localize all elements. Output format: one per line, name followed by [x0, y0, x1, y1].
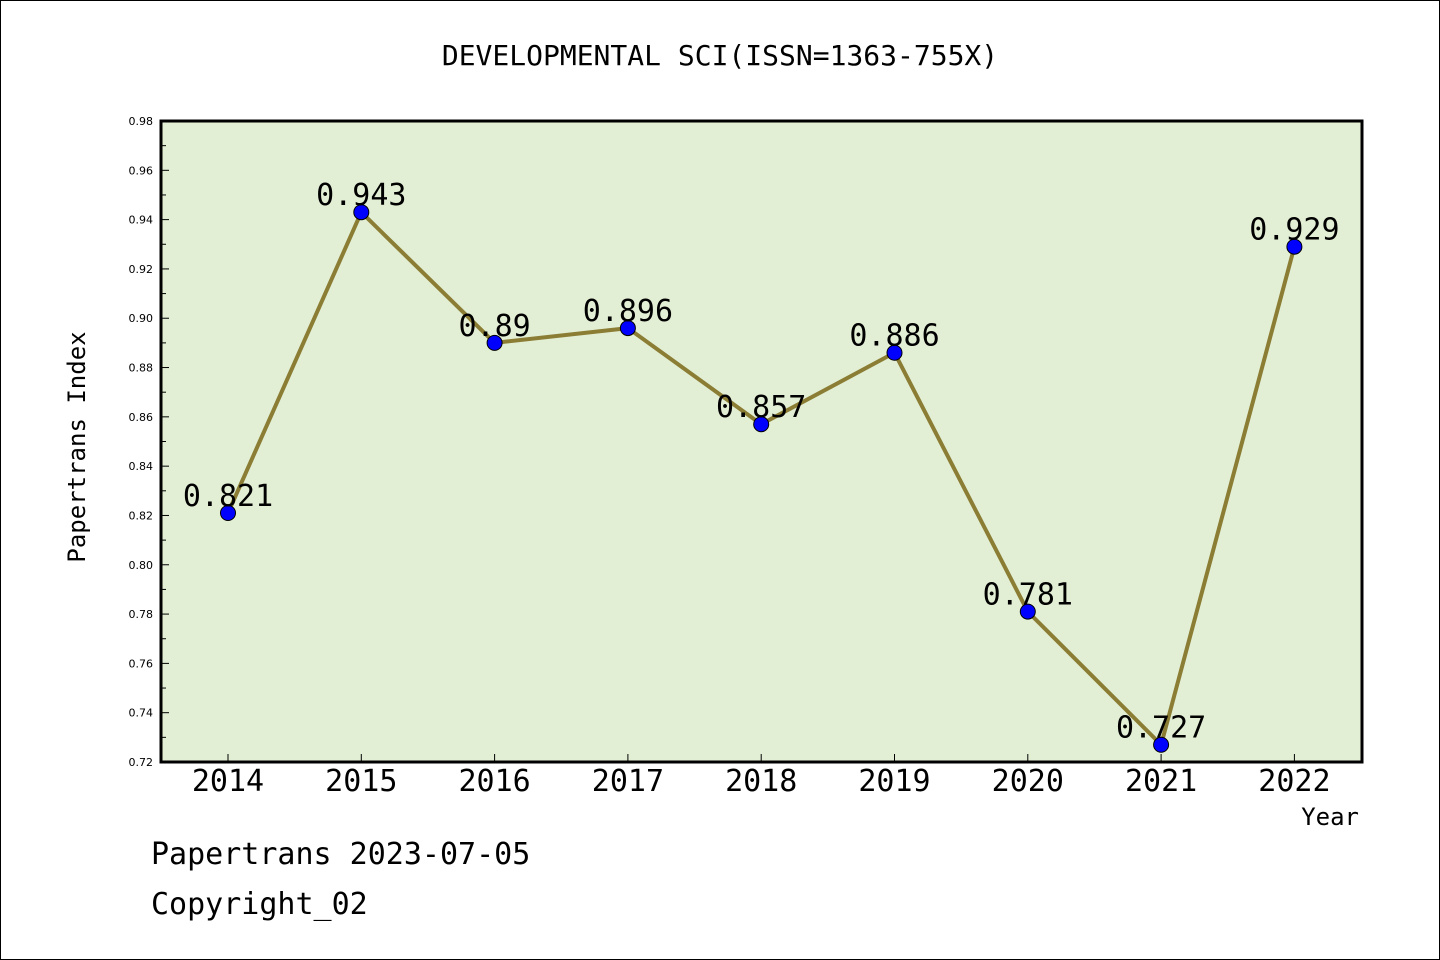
- data-label: 0.727: [1116, 711, 1206, 746]
- data-point: [486, 334, 503, 351]
- y-tick-label: 0.76: [129, 657, 154, 670]
- y-tick-label: 0.90: [129, 312, 154, 325]
- data-point: [1153, 736, 1170, 753]
- y-tick-label: 0.80: [129, 559, 154, 572]
- x-tick-label: 2017: [592, 764, 664, 799]
- x-tick-label: 2021: [1125, 764, 1197, 799]
- data-label: 0.781: [983, 578, 1073, 613]
- x-tick-label: 2022: [1258, 764, 1330, 799]
- x-tick-label: 2018: [725, 764, 797, 799]
- data-point: [353, 204, 370, 221]
- data-point: [220, 504, 236, 521]
- data-label: 0.886: [849, 319, 939, 354]
- y-tick-label: 0.86: [129, 411, 154, 424]
- y-tick-label: 0.78: [129, 608, 154, 621]
- y-tick-label: 0.82: [129, 509, 154, 522]
- footer-date: Papertrans 2023-07-05: [151, 837, 531, 872]
- data-point: [753, 416, 770, 433]
- x-tick-label: 2019: [858, 764, 930, 799]
- x-axis-label: Year: [1301, 803, 1359, 831]
- data-label: 0.89: [458, 309, 530, 344]
- data-label: 0.896: [583, 294, 673, 329]
- chart-title: DEVELOPMENTAL SCI(ISSN=1363-755X): [441, 39, 999, 72]
- y-tick-label: 0.84: [129, 460, 154, 473]
- x-tick-label: 2020: [992, 764, 1064, 799]
- y-tick-label: 0.94: [129, 214, 154, 227]
- y-axis-label: Papertrans Index: [63, 331, 91, 563]
- data-label: 0.943: [316, 178, 406, 213]
- y-tick-label: 0.98: [129, 115, 154, 128]
- y-tick-label: 0.96: [129, 164, 154, 177]
- y-tick-label: 0.92: [129, 263, 154, 276]
- data-label: 0.857: [716, 390, 806, 425]
- data-point: [886, 344, 903, 361]
- data-point: [619, 320, 636, 337]
- y-tick-label: 0.74: [129, 707, 154, 720]
- y-tick-label: 0.72: [129, 756, 154, 769]
- data-point: [1019, 603, 1036, 620]
- data-point: [1286, 238, 1303, 255]
- x-tick-label: 2014: [192, 764, 264, 799]
- x-tick-label: 2015: [325, 764, 397, 799]
- data-label: 0.821: [183, 479, 273, 514]
- plot-frame: [159, 119, 1364, 764]
- footer-copyright: Copyright_02: [151, 887, 368, 922]
- plot-area: [161, 121, 1362, 762]
- y-tick-label: 0.88: [129, 362, 154, 375]
- data-label: 0.929: [1249, 213, 1339, 248]
- x-tick-label: 2016: [458, 764, 530, 799]
